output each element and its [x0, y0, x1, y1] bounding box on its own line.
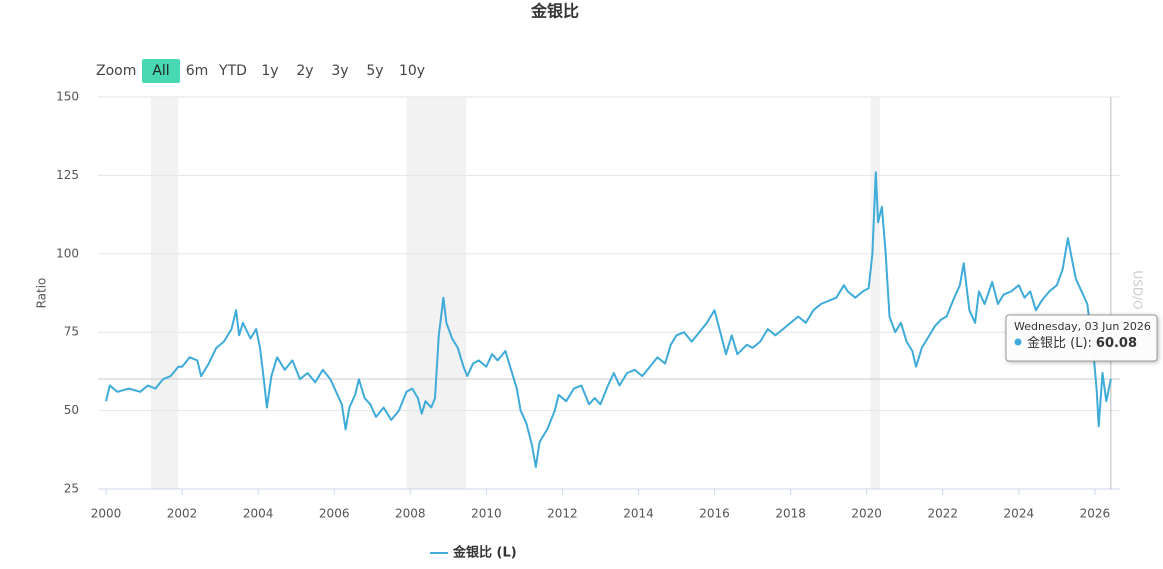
zoom-button[interactable]: 2y	[296, 63, 313, 79]
x-tick-label: 2014	[623, 507, 654, 521]
tooltip-dot	[1014, 338, 1022, 346]
y-tick-label: 25	[64, 482, 79, 496]
tooltip-date: Wednesday, 03 Jun 2026	[1014, 320, 1151, 333]
legend-label[interactable]: 金银比 (L)	[452, 545, 517, 561]
x-tick-label: 2004	[243, 507, 274, 521]
y-tick-label: 125	[56, 168, 79, 182]
zoom-button[interactable]: 5y	[366, 63, 383, 79]
zoom-button[interactable]: YTD	[218, 63, 247, 79]
chart-title: 金银比	[530, 2, 579, 21]
plot-band	[150, 97, 179, 489]
y-tick-label: 50	[64, 403, 79, 417]
zoom-button-bg	[142, 59, 180, 83]
y2-axis-label: USD/O	[1131, 270, 1145, 309]
tooltip-value: 60.08	[1096, 336, 1137, 351]
zoom-button[interactable]: 6m	[186, 63, 209, 79]
y-tick-label: 100	[56, 246, 79, 260]
x-tick-label: 2000	[91, 507, 122, 521]
x-tick-label: 2016	[699, 507, 730, 521]
x-tick-label: 2008	[395, 507, 426, 521]
x-tick-label: 2012	[547, 507, 578, 521]
y-tick-label: 150	[56, 90, 79, 104]
zoom-label: Zoom	[96, 63, 136, 79]
x-tick-label: 2002	[167, 507, 198, 521]
tooltip-line: 金银比 (L): 60.08	[1027, 335, 1137, 351]
x-tick-label: 2018	[775, 507, 806, 521]
series-line	[105, 171, 1112, 468]
y-axis-label: Ratio	[35, 278, 49, 309]
x-tick-label: 2010	[471, 507, 502, 521]
tooltip-box	[1005, 314, 1158, 362]
plot-band	[406, 97, 467, 489]
tooltip-label: 金银比 (L):	[1027, 335, 1092, 351]
tooltip: Wednesday, 03 Jun 2026 金银比 (L): 60.08	[1005, 314, 1158, 362]
y-tick-label: 75	[64, 325, 79, 339]
zoom-button[interactable]: 1y	[261, 63, 278, 79]
zoom-button[interactable]: 10y	[399, 63, 425, 79]
x-tick-label: 2026	[1080, 507, 1111, 521]
x-tick-label: 2022	[927, 507, 958, 521]
x-tick-label: 2006	[319, 507, 350, 521]
zoom-button[interactable]: All	[152, 63, 169, 79]
x-tick-label: 2024	[1004, 507, 1035, 521]
plot-band	[870, 97, 880, 489]
x-tick-label: 2020	[851, 507, 882, 521]
zoom-button[interactable]: 3y	[331, 63, 348, 79]
